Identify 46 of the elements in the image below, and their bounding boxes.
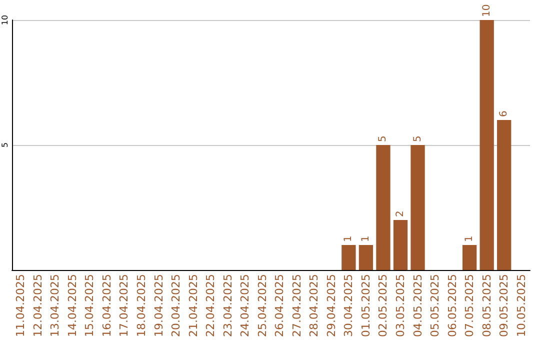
data-label: 1 [360,236,372,242]
x-tick-label: 16.04.2025 [100,274,114,337]
x-tick-label: 17.04.2025 [118,274,131,337]
bar [358,245,374,270]
x-tick-label: 05.05.2025 [428,274,442,337]
data-label: 10 [481,4,492,17]
bar [393,220,408,270]
x-tick-label: 01.05.2025 [359,274,372,337]
bar [497,120,512,270]
x-tick-label: 26.04.2025 [273,274,286,337]
data-label: 6 [498,110,510,117]
x-tick-label: 30.04.2025 [342,274,356,337]
x-tick-label: 19.04.2025 [152,274,166,337]
x-tick-label: 09.05.2025 [498,274,511,337]
data-label: 1 [343,236,354,242]
x-tick-label: 27.04.2025 [290,274,304,337]
x-tick-label: 24.04.2025 [238,274,252,337]
x-tick-label: 04.05.2025 [411,274,424,337]
x-tick-label: 15.04.2025 [83,274,96,337]
x-tick-label: 21.04.2025 [186,274,200,337]
x-tick-label: 13.04.2025 [48,274,62,337]
data-label: 5 [378,136,389,142]
x-tick-label: 02.05.2025 [376,274,390,337]
x-tick-label: 25.04.2025 [256,274,269,337]
bar [480,20,494,270]
x-tick-label: 08.05.2025 [480,274,494,337]
bar [376,145,390,270]
x-tick-label: 12.04.2025 [31,274,44,337]
x-tick-label: 22.04.2025 [204,274,218,337]
x-tick-label: 03.05.2025 [394,274,407,337]
data-label: 2 [395,210,406,217]
bar [342,245,356,270]
x-tick-label: 29.04.2025 [324,274,338,337]
x-tick-label: 20.04.2025 [170,274,183,337]
bar [410,145,425,270]
bar [462,245,477,270]
x-tick-label: 28.04.2025 [308,274,321,337]
x-tick-label: 14.04.2025 [66,274,79,337]
x-tick-label: 07.05.2025 [463,274,476,337]
data-label: 5 [412,136,424,142]
x-tick-label: 06.05.2025 [446,274,459,337]
data-label: 1 [464,236,476,242]
x-tick-label: 10.05.2025 [514,274,528,337]
x-tick-label: 11.04.2025 [14,274,28,337]
x-tick-label: 18.04.2025 [135,274,148,337]
x-tick-label: 23.04.2025 [221,274,234,337]
